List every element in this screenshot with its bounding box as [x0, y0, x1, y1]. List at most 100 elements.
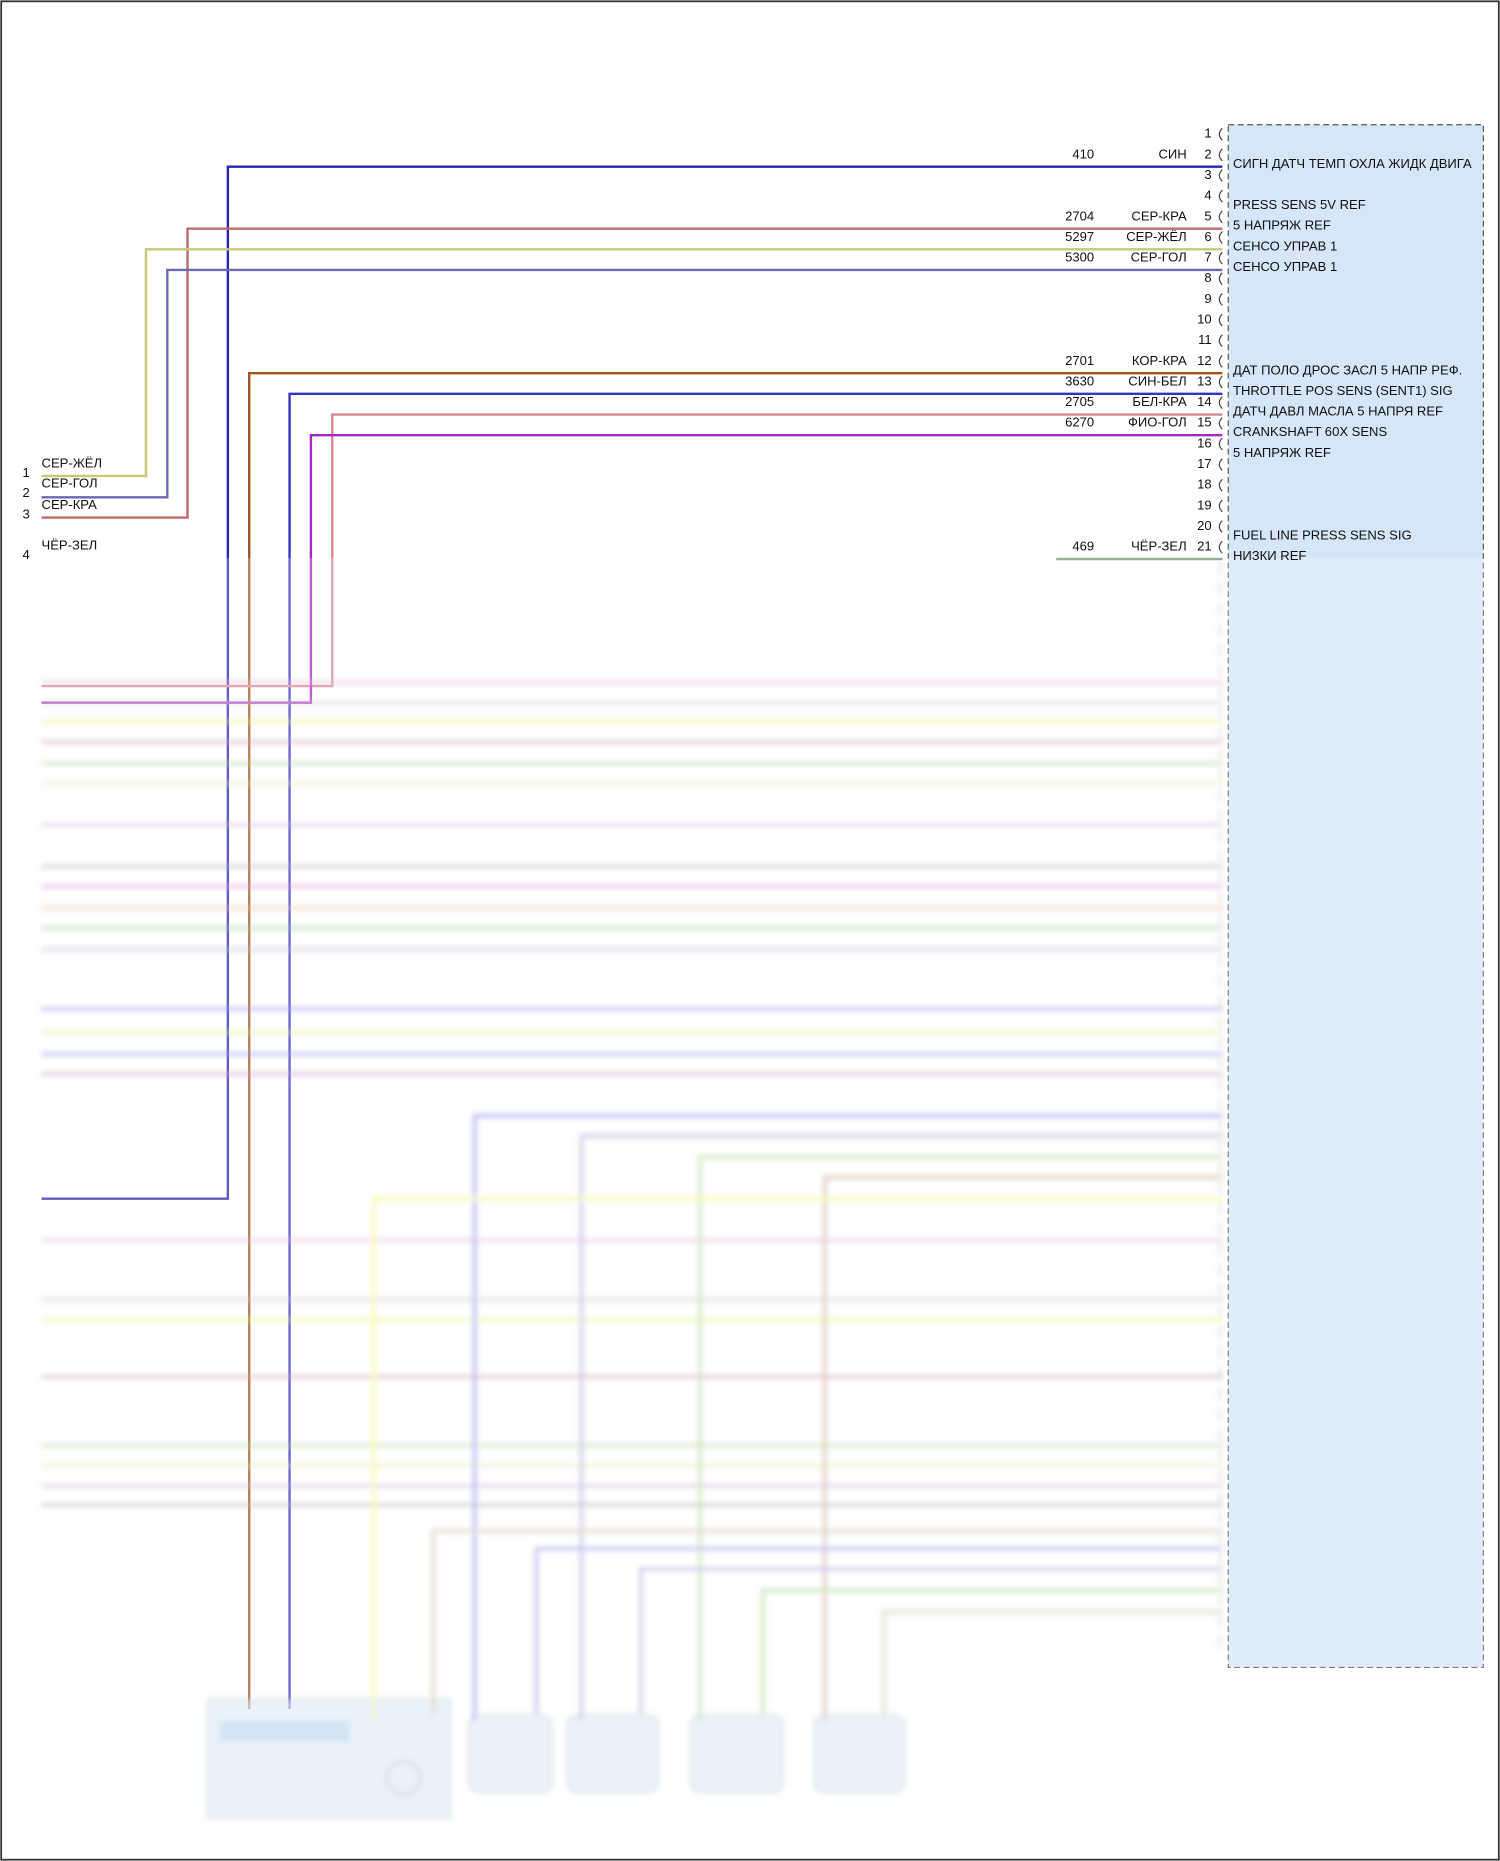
- wire-color: СЕР-ЖЁЛ: [1126, 229, 1187, 244]
- wire: [248, 372, 1223, 1709]
- pin-socket: [1218, 1593, 1223, 1607]
- pin-socket: [1218, 1325, 1223, 1339]
- wire-number: 5297: [1065, 229, 1094, 244]
- pin-socket: [1218, 293, 1223, 306]
- pin-socket: [1218, 1263, 1223, 1277]
- pin-socket: [1218, 809, 1223, 822]
- pin-socket: [1218, 1470, 1223, 1483]
- pin-label: ДАТЧ ДАВЛ МАСЛА 5 НАПРЯ REF: [1233, 404, 1443, 419]
- blurred-wire: [822, 1175, 1223, 1721]
- wire-color: СЕР-КРА: [1131, 208, 1187, 223]
- pin-socket: [1218, 1511, 1223, 1525]
- pin-socket: [1218, 767, 1223, 781]
- pin-socket: [1218, 355, 1223, 368]
- blurred-wire: [698, 1155, 1223, 1721]
- sensor: [813, 1714, 905, 1793]
- wire-color: ЧЁР-ЗЕЛ: [1131, 539, 1187, 554]
- pin-socket: [1218, 1077, 1223, 1091]
- pin-number: 5: [1204, 208, 1211, 223]
- wire-number: 2701: [1065, 353, 1094, 368]
- pin-socket: [1218, 437, 1223, 451]
- pin-socket: [1218, 1242, 1223, 1256]
- pin-number: 9: [1204, 291, 1211, 306]
- pin-socket: [1218, 375, 1223, 389]
- pin-socket: [1218, 1428, 1223, 1442]
- wire: [41, 413, 1223, 688]
- pin-number: 8: [1204, 270, 1211, 285]
- wire: [41, 268, 1223, 499]
- pin-socket: [1218, 520, 1223, 533]
- left-pin-color: СЕР-КРА: [42, 497, 98, 512]
- pin-number: 12: [1197, 353, 1212, 368]
- pin-socket: [1218, 1614, 1223, 1628]
- pin-socket: [1218, 416, 1223, 430]
- ecm-connector: [1227, 124, 1484, 1669]
- throttle-sensor: [386, 1760, 421, 1796]
- wire-color: БЕЛ-КРА: [1132, 394, 1187, 409]
- pin-socket: [1218, 499, 1223, 513]
- pin-socket: [1218, 1490, 1223, 1504]
- pin-socket: [1218, 871, 1223, 884]
- blurred-wire: [882, 1609, 1223, 1715]
- left-pin-color: СЕР-ГОЛ: [42, 476, 98, 491]
- pin-socket: [1218, 127, 1223, 141]
- pin-number: 4: [1204, 188, 1211, 203]
- pin-number: 20: [1197, 518, 1212, 533]
- pin-number: 6: [1204, 229, 1211, 244]
- pin-label: ДАТ ПОЛО ДРОС ЗАСЛ 5 НАПР РЕФ.: [1233, 362, 1462, 377]
- pin-socket: [1218, 1180, 1223, 1194]
- pin-socket: [1218, 1366, 1223, 1380]
- blurred-wire: [534, 1546, 1223, 1715]
- pin-socket: [1218, 231, 1223, 244]
- pin-number: 18: [1197, 477, 1212, 492]
- pin-socket: [1218, 272, 1223, 286]
- pin-socket: [1218, 169, 1223, 182]
- pin-socket: [1218, 210, 1223, 224]
- left-pin-color: СЕР-ЖЁЛ: [42, 456, 102, 471]
- pin-socket: [1218, 540, 1223, 554]
- pin-label: CRANKSHAFT 60X SENS: [1233, 424, 1387, 439]
- pin-socket: [1218, 953, 1223, 967]
- pin-number: 15: [1197, 415, 1212, 430]
- pin-number: 16: [1197, 435, 1212, 450]
- pin-socket: [1218, 478, 1223, 492]
- pin-socket: [1218, 396, 1223, 410]
- pin-socket: [1218, 1057, 1223, 1070]
- wire-color: КОР-КРА: [1132, 353, 1187, 368]
- pin-socket: [1218, 1573, 1223, 1586]
- blurred-wire: [761, 1588, 1223, 1715]
- pin-socket: [1218, 726, 1223, 740]
- pin-socket: [1218, 1449, 1223, 1463]
- pin-socket: [1218, 1387, 1223, 1401]
- pin-label: СЕНСО УПРАВ 1: [1233, 238, 1337, 253]
- pin-socket: [1218, 829, 1223, 843]
- wire-number: 3630: [1065, 373, 1094, 388]
- pin-socket: [1218, 1222, 1223, 1235]
- left-pin-number: 1: [22, 465, 29, 480]
- pin-label: НИЗКИ REF: [1233, 548, 1306, 563]
- pin-label: 5 НАПРЯЖ REF: [1233, 218, 1331, 233]
- throttle-body: [207, 1698, 452, 1819]
- pin-socket: [1218, 602, 1223, 616]
- pin-socket: [1218, 664, 1223, 678]
- blurred-wire: [431, 1529, 1223, 1715]
- pin-socket: [1218, 1304, 1223, 1318]
- pin-socket: [1218, 912, 1223, 926]
- pin-socket: [1218, 334, 1223, 348]
- wire-color: ФИО-ГОЛ: [1128, 415, 1187, 430]
- pin-socket: [1218, 623, 1223, 637]
- pin-label: PRESS SENS 5V REF: [1233, 197, 1366, 212]
- pin-socket: [1218, 644, 1223, 657]
- sensor: [468, 1714, 553, 1793]
- blurred-lower-section: [41, 561, 1223, 1819]
- pin-number: 10: [1197, 312, 1212, 327]
- pin-socket: [1218, 1119, 1223, 1132]
- pin-socket: [1218, 148, 1223, 162]
- wire-color: СЕР-ГОЛ: [1131, 250, 1187, 265]
- pin-socket: [1218, 747, 1223, 761]
- pin-number: 11: [1198, 332, 1212, 347]
- pin-socket: [1218, 313, 1223, 327]
- left-pin-number: 3: [22, 507, 29, 522]
- pin-socket: [1218, 1635, 1223, 1648]
- pin-socket: [1218, 251, 1223, 265]
